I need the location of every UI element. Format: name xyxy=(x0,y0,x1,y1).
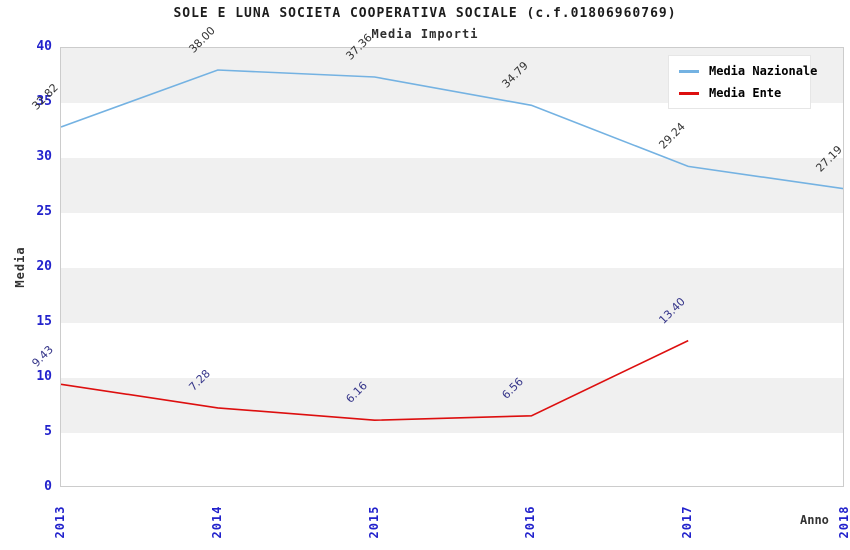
plot-band xyxy=(61,103,843,158)
legend-line-swatch xyxy=(679,91,699,95)
plot-band xyxy=(61,323,843,378)
legend-label: Media Ente xyxy=(709,86,782,100)
x-axis-title: Anno xyxy=(800,513,829,527)
series-line-media-ente xyxy=(61,339,689,422)
y-tick-label: 15 xyxy=(36,314,52,329)
x-tick-label: 2014 xyxy=(209,505,224,539)
legend-item: Media Nazionale xyxy=(669,60,817,82)
plot-area xyxy=(60,47,844,487)
y-tick-label: 25 xyxy=(36,204,52,219)
legend-line-swatch xyxy=(679,69,699,73)
chart-title: SOLE E LUNA SOCIETA COOPERATIVA SOCIALE … xyxy=(173,6,677,21)
plot-band xyxy=(61,378,843,433)
series-lines xyxy=(61,69,843,422)
x-tick-label: 2018 xyxy=(837,505,850,539)
plot-band xyxy=(61,213,843,268)
chart-subtitle: Media Importi xyxy=(371,27,479,41)
x-tick-label: 2015 xyxy=(366,505,381,539)
series-line-media-nazionale xyxy=(61,69,843,190)
x-tick-label: 2017 xyxy=(680,505,695,539)
legend-label: Media Nazionale xyxy=(709,64,818,78)
y-tick-label: 35 xyxy=(36,94,52,109)
y-axis-title: Media xyxy=(13,246,27,288)
data-point-label: 9.43 xyxy=(29,343,56,370)
y-tick-label: 20 xyxy=(36,259,52,274)
legend: Media Nazionale Media Ente xyxy=(668,55,817,109)
plot-band xyxy=(61,158,843,213)
plot-band xyxy=(61,268,843,323)
y-tick-label: 40 xyxy=(36,39,52,54)
legend-item: Media Ente xyxy=(669,82,810,104)
y-tick-label: 10 xyxy=(36,369,52,384)
x-tick-label: 2013 xyxy=(53,505,67,539)
x-tick-label: 2016 xyxy=(523,505,538,539)
plot-band xyxy=(61,433,843,486)
y-tick-label: 5 xyxy=(44,424,52,439)
y-tick-label: 30 xyxy=(36,149,52,164)
y-tick-label: 0 xyxy=(44,479,52,494)
